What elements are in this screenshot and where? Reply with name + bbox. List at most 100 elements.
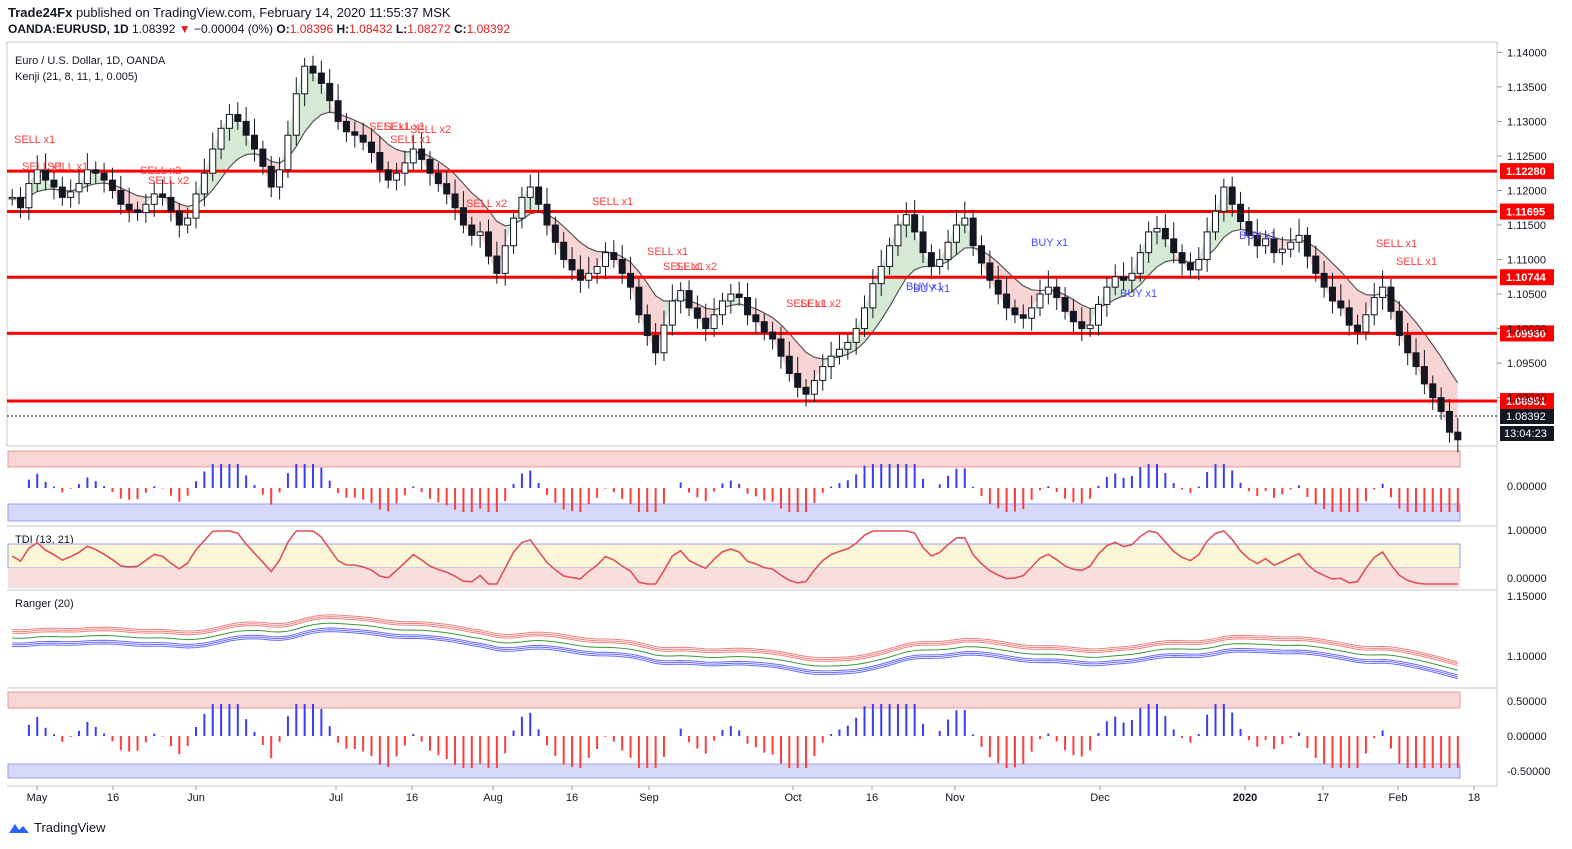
candle-body [835,348,843,357]
candle-body [1362,314,1370,333]
candle-body [551,224,559,243]
x-tick-label: 16 [566,792,578,804]
band-segment [1357,290,1366,333]
band-segment [95,173,105,184]
candle-body [927,252,935,267]
candle-body [334,100,342,122]
candle-body [1095,303,1102,326]
pane-tick-label: -0.50000 [1507,766,1550,778]
candle-body [1387,286,1395,312]
candle-body [718,300,726,316]
candle-body [902,214,910,226]
y-tick-label: 1.14000 [1507,47,1547,59]
candle-body [100,172,108,181]
last-price: 1.08392 [132,22,176,36]
candle-body [418,148,426,160]
band-segment [1048,287,1057,298]
candle-body [92,169,100,174]
sell-signal: SELL x2 [410,124,451,136]
level-label-box [1500,203,1554,220]
high-value: 1.08432 [349,22,393,36]
candle-body [752,314,760,323]
pane-tick-label: 0.00000 [1507,481,1547,493]
pane-title: TDI (13, 21) [15,534,74,546]
candle-body [1003,293,1011,309]
pane-tick-label: 1.00000 [1507,525,1547,537]
sell-signal: SELL x1 [390,134,431,146]
band-segment [137,195,146,213]
grid [36,51,1502,790]
band-segment [313,73,322,122]
candle-body [1287,241,1295,250]
candle-body [1412,352,1420,368]
msi-upper-zone [7,450,1461,468]
level-lines: 1.12280 1.11695 1.10744 1.09930 1.08951 [7,163,1554,410]
candle-body [819,366,827,381]
candle-body [585,272,593,281]
open-label: O: [276,22,290,36]
sell-signal: SELL x2 [466,198,507,210]
candle-body [384,169,392,181]
candle-body [117,189,125,205]
level-label-box [1500,269,1554,286]
candle-body [175,210,183,226]
candle-body [276,169,284,188]
candle-body [610,252,618,261]
price-axis[interactable]: 1.14000 1.13500 1.13000 1.12500 1.12000 1.115… [1507,47,1547,404]
candle-body [869,283,877,309]
candle-body [627,272,635,288]
osc-upper-zone [7,691,1461,709]
candle-body [351,131,359,136]
low-value: 1.08272 [407,22,451,36]
candle-body [1044,286,1052,295]
chart-title: Euro / U.S. Dollar, 1D, OANDA [15,55,166,67]
candle-body [944,241,952,261]
x-tick-label: Oct [784,792,801,804]
candle-body [526,186,534,198]
band-segment [538,204,547,226]
footer-brand[interactable]: TradingView [8,820,106,835]
candle-body [443,183,451,195]
candle-body [727,293,735,302]
candle-body [476,231,484,236]
candle-body [1220,186,1228,212]
brand-name: TradingView [34,820,106,835]
y-tick-label: 1.09000 [1507,393,1547,405]
tdi-low-zone [8,568,1460,588]
candle-body [978,245,986,264]
pane-tick-label: 0.00000 [1507,573,1547,585]
candle-body [1053,286,1061,299]
candle-body [1028,307,1036,319]
sell-signal: SELL x1 [786,298,827,310]
indicator-legend: Kenji (21, 8, 11, 1, 0.005) [15,71,138,83]
msi-lower-zone [7,503,1461,522]
candle-body [1203,231,1211,261]
candle-body [1328,286,1336,302]
candle-body [50,179,58,188]
candle-body [894,224,902,247]
x-tick-label: Aug [483,792,503,804]
publisher-name[interactable]: Trade24Fx [8,5,73,20]
y-tick-label: 1.11500 [1507,220,1546,232]
sell-signal: SELL x2 [148,175,189,187]
y-tick-label: 1.12000 [1507,185,1547,197]
indicator-plots [11,464,1459,768]
current-price-label: 1.08392 [1506,411,1546,423]
candle-body [601,252,609,267]
band-segment [1240,221,1249,236]
candle-body [919,231,927,254]
ohlc-bar: OANDA:EURUSD, 1D 1.08392 ▼ −0.00004 (0%)… [8,22,510,36]
candle-body [810,379,818,395]
candle-body [1161,227,1169,240]
candle-body [1019,314,1027,319]
buy-signal: BUY x1 [913,283,950,295]
pane-tick-label: 1.15000 [1507,591,1547,603]
band-segment [237,121,247,159]
time-axis[interactable]: May 16 Jun Jul 16 Aug 16 Sep Oct 16 Nov Dec 2020 17 Fe… [27,792,1481,804]
band-segment [246,135,255,155]
countdown-box [1500,426,1554,441]
x-tick-label: Sep [639,792,659,804]
candle-body [309,65,317,74]
candle-body [1061,297,1069,312]
